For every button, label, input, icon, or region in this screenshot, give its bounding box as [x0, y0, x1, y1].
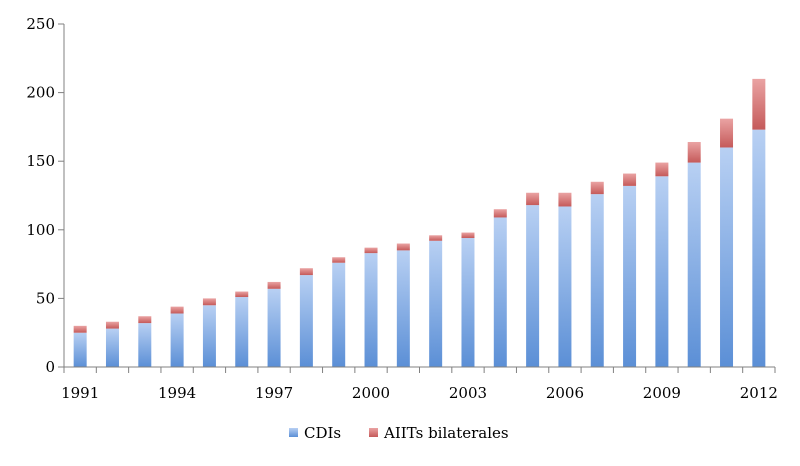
x-tick-label: 2003: [449, 384, 487, 402]
bar-aiits-1995: [202, 298, 216, 306]
x-tick-label: 1997: [255, 384, 293, 402]
y-tick-label: 200: [26, 84, 55, 102]
legend-label-aiits: AIITs bilaterales: [383, 424, 509, 442]
bar-cdis-2002: [429, 240, 443, 367]
bar-aiits-2006: [558, 192, 572, 207]
bar-aiits-2011: [720, 118, 734, 148]
y-tick-label: 150: [26, 152, 55, 170]
bar-cdis-2001: [396, 250, 410, 367]
bar-aiits-1994: [170, 306, 184, 314]
bar-cdis-2003: [461, 238, 475, 367]
bar-aiits-2001: [396, 243, 410, 251]
x-tick-label: 2009: [643, 384, 681, 402]
bar-aiits-2000: [364, 247, 378, 254]
bar-cdis-1993: [138, 323, 152, 367]
bar-aiits-1991: [73, 325, 87, 333]
bar-cdis-2000: [364, 253, 378, 367]
bar-cdis-2012: [752, 129, 766, 367]
bar-cdis-2005: [526, 205, 540, 367]
legend: CDIs AIITs bilaterales: [289, 424, 509, 442]
bar-aiits-1993: [138, 316, 152, 324]
bar-aiits-2005: [526, 192, 540, 206]
bar-cdis-1992: [105, 328, 119, 367]
legend-item-cdis: CDIs: [289, 424, 341, 442]
bar-aiits-1996: [235, 291, 249, 298]
bar-aiits-2010: [687, 141, 701, 163]
y-tick-label: 0: [45, 358, 55, 376]
bars: [73, 78, 766, 367]
legend-label-cdis: CDIs: [304, 424, 341, 442]
bar-cdis-2006: [558, 206, 572, 367]
bar-cdis-1994: [170, 313, 184, 367]
bar-aiits-2002: [429, 235, 443, 241]
y-tick-label: 50: [36, 289, 55, 307]
bar-cdis-1998: [299, 275, 313, 367]
bar-cdis-2004: [493, 217, 507, 367]
legend-swatch-cdis: [289, 428, 298, 437]
bar-aiits-2007: [590, 181, 604, 195]
bar-cdis-2007: [590, 194, 604, 367]
bar-aiits-2008: [623, 173, 637, 186]
bar-aiits-1998: [299, 268, 313, 276]
bar-cdis-2011: [720, 147, 734, 367]
y-ticks: 0 50 100 150 200 250: [26, 15, 64, 376]
x-tick-label: 1991: [61, 384, 99, 402]
legend-swatch-aiits: [369, 428, 378, 437]
bar-aiits-2012: [752, 78, 766, 130]
legend-item-aiits: AIITs bilaterales: [369, 424, 509, 442]
bar-cdis-1997: [267, 288, 281, 367]
bar-aiits-2004: [493, 209, 507, 218]
bar-cdis-1999: [332, 262, 346, 367]
bar-aiits-1999: [332, 257, 346, 263]
bar-cdis-2010: [687, 162, 701, 367]
bar-aiits-2003: [461, 232, 475, 239]
bar-cdis-1996: [235, 297, 249, 367]
y-tick-label: 250: [26, 15, 55, 33]
x-tick-label: 2012: [740, 384, 778, 402]
bar-aiits-1997: [267, 281, 281, 289]
bar-cdis-1995: [202, 305, 216, 367]
bar-aiits-1992: [105, 321, 119, 329]
x-ticks: 1991 1994 1997 2000 2003 2006 2009 2012: [61, 367, 778, 402]
x-tick-label: 1994: [158, 384, 196, 402]
y-tick-label: 100: [26, 221, 55, 239]
bar-cdis-2008: [623, 185, 637, 367]
bar-cdis-2009: [655, 176, 669, 367]
x-tick-label: 2006: [546, 384, 584, 402]
bar-cdis-1991: [73, 332, 87, 367]
bar-aiits-2009: [655, 162, 669, 177]
x-tick-label: 2000: [352, 384, 390, 402]
